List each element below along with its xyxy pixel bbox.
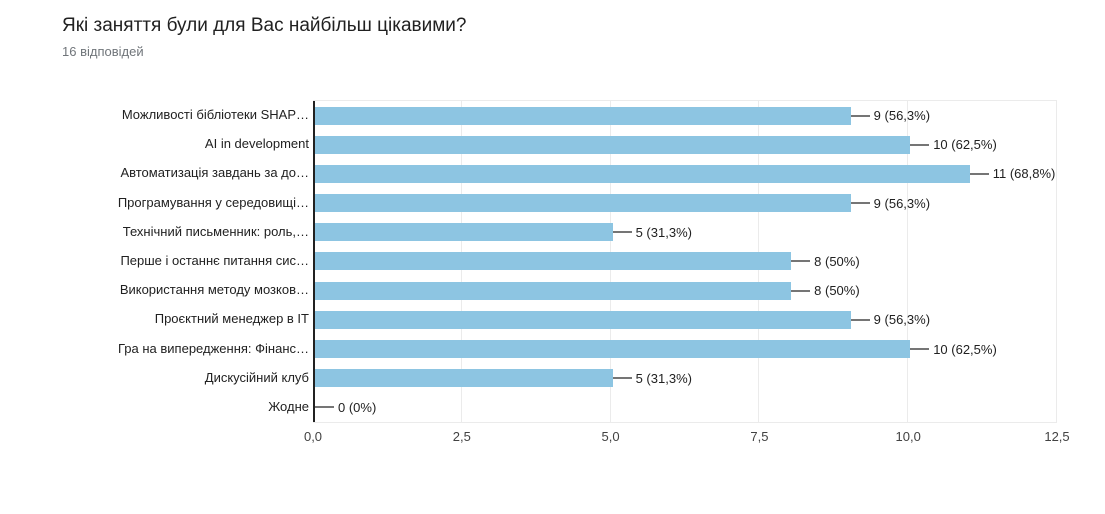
response-count: 16 відповідей <box>62 44 144 59</box>
leader-line <box>850 114 870 117</box>
value-label: 9 (56,3%) <box>873 312 931 328</box>
value-annotation: 10 (62,5%) <box>910 130 997 159</box>
category-label: Гра на випередження: Фінанс… <box>117 340 309 356</box>
gridline <box>1056 101 1057 422</box>
leader-line <box>612 377 632 380</box>
value-annotation: 5 (31,3%) <box>612 218 692 247</box>
leader-line <box>910 143 930 146</box>
bar <box>315 194 851 213</box>
chart-row: 8 (50%) <box>315 247 1057 276</box>
y-axis-line <box>313 101 315 422</box>
chart-row: 10 (62,5%) <box>315 130 1057 159</box>
bar <box>315 252 792 271</box>
value-label: 5 (31,3%) <box>635 224 692 240</box>
leader-line <box>850 318 870 321</box>
plot-area: 9 (56,3%) 10 (62,5%) 11 (68,8%) 9 (56,3%) 5 … <box>313 100 1057 423</box>
chart-row: 5 (31,3%) <box>315 218 1057 247</box>
value-annotation: 8 (50%) <box>791 247 860 276</box>
chart-row: 8 (50%) <box>315 276 1057 305</box>
category-label: Можливості бібліотеки SHAP… <box>121 107 309 123</box>
category-label: Перше і останнє питання сис… <box>120 252 309 268</box>
leader-line <box>850 202 870 205</box>
category-label: Автоматизація завдань за до… <box>120 165 309 181</box>
x-tick-label: 7,5 <box>750 429 769 444</box>
category-label: AI in development <box>204 136 309 152</box>
category-label: Жодне <box>268 398 309 414</box>
leader-line <box>791 289 811 292</box>
value-label: 8 (50%) <box>814 253 860 269</box>
value-annotation: 9 (56,3%) <box>850 305 931 334</box>
bar <box>315 164 970 183</box>
value-annotation: 10 (62,5%) <box>910 334 997 363</box>
category-label: Використання методу мозков… <box>119 282 309 298</box>
bar <box>315 281 792 300</box>
chart-row: 5 (31,3%) <box>315 364 1057 393</box>
value-label: 9 (56,3%) <box>873 195 931 211</box>
leader-line <box>791 260 811 263</box>
value-annotation: 5 (31,3%) <box>612 364 692 393</box>
leader-line <box>612 231 632 234</box>
category-axis: Можливості бібліотеки SHAP… AI in develop… <box>0 100 309 421</box>
value-annotation: 0 (0%) <box>315 393 376 422</box>
chart-row: 0 (0%) <box>315 393 1057 422</box>
chart-row: 9 (56,3%) <box>315 305 1057 334</box>
value-annotation: 11 (68,8%) <box>969 159 1056 188</box>
bar <box>315 310 851 329</box>
leader-line <box>910 348 930 351</box>
category-label: Технічний письменник: роль,… <box>122 223 309 239</box>
value-label: 9 (56,3%) <box>873 108 931 124</box>
chart-row: 9 (56,3%) <box>315 189 1057 218</box>
question-title: Які заняття були для Вас найбільш цікави… <box>62 15 467 36</box>
value-annotation: 8 (50%) <box>791 276 860 305</box>
value-label: 5 (31,3%) <box>635 370 692 386</box>
value-annotation: 9 (56,3%) <box>850 189 931 218</box>
chart-row: 11 (68,8%) <box>315 159 1057 188</box>
category-label: Проєктний менеджер в IT <box>154 311 309 327</box>
gridline <box>907 101 909 422</box>
value-annotation: 9 (56,3%) <box>850 101 931 130</box>
x-tick-label: 10,0 <box>895 429 921 444</box>
x-tick-label: 5,0 <box>601 429 620 444</box>
x-tick-label: 0,0 <box>303 429 323 444</box>
value-label: 0 (0%) <box>338 399 377 415</box>
x-tick-label: 12,5 <box>1044 429 1070 444</box>
leader-line <box>315 406 334 409</box>
bar <box>315 135 911 154</box>
value-label: 10 (62,5%) <box>933 341 997 357</box>
category-label: Дискусійний клуб <box>204 369 309 385</box>
value-label: 10 (62,5%) <box>933 137 997 153</box>
bar <box>315 106 851 125</box>
value-label: 11 (68,8%) <box>992 166 1056 182</box>
bar <box>315 369 613 388</box>
bar <box>315 223 613 242</box>
chart-row: 9 (56,3%) <box>315 101 1057 130</box>
value-label: 8 (50%) <box>814 283 860 299</box>
x-tick-label: 2,5 <box>452 429 471 444</box>
category-label: Програмування у середовищі… <box>117 194 309 210</box>
chart-row: 10 (62,5%) <box>315 334 1057 363</box>
bar <box>315 340 911 359</box>
leader-line <box>969 172 989 175</box>
